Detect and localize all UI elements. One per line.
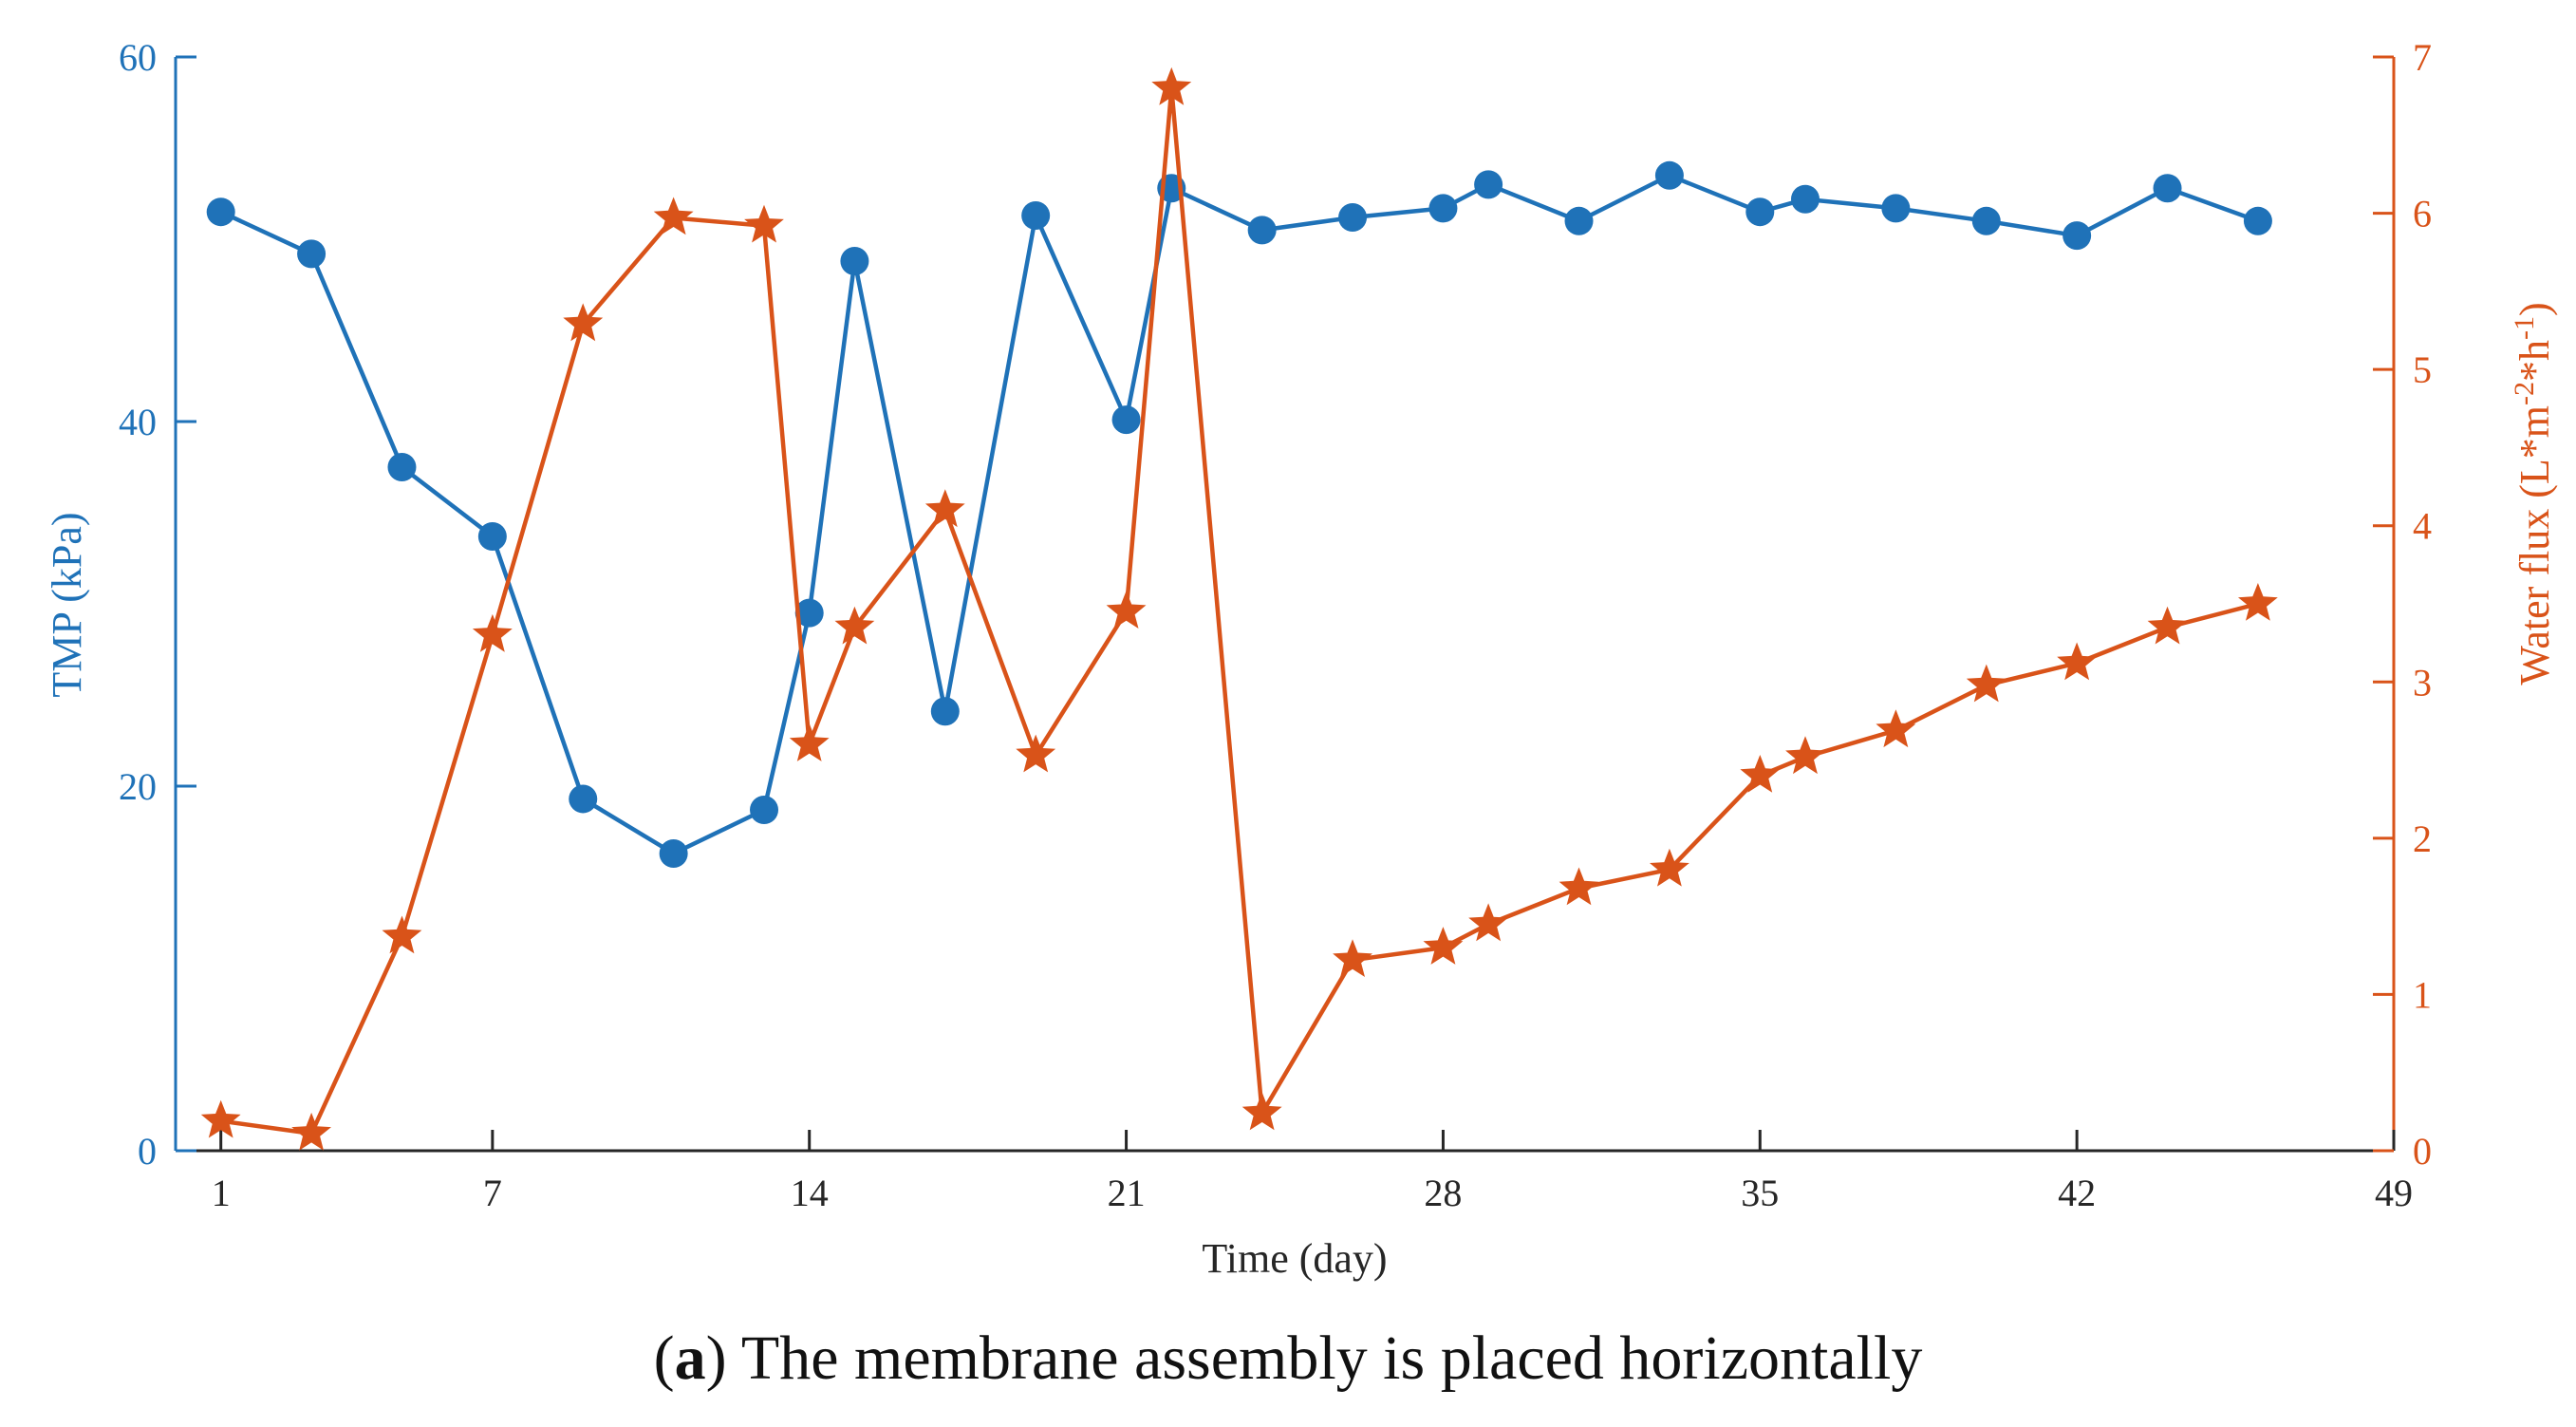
water-flux-point [744,204,784,243]
figure-caption: (a) The membrane assembly is placed hori… [654,1324,1923,1393]
y-right-tick-label: 4 [2413,505,2432,548]
y-right-tick-label: 5 [2413,348,2432,391]
tmp-point [840,247,869,276]
tmp-point [1474,170,1503,199]
tmp-point [387,453,417,481]
water-flux-point [1650,848,1689,887]
water-flux-point [382,915,422,954]
y-right-ticks: 0 1 2 3 4 5 6 7 [2373,36,2432,1173]
y-right-tick-label: 0 [2413,1130,2432,1173]
tmp-point [1971,206,2001,235]
tmp-point [2153,174,2182,203]
tmp-point [1338,202,1368,232]
y-right-title-sup2: -1 [2509,316,2540,340]
water-flux-point [1106,591,1147,629]
tmp-point [569,784,598,814]
water-flux-point [2238,583,2278,621]
tmp-point [1654,160,1684,190]
caption-bold: a [675,1324,706,1393]
x-tick-label: 7 [483,1172,502,1214]
series-line [219,173,2259,856]
series-line [220,85,2259,1136]
tmp-point [930,697,960,726]
y-right-title-main: Water flux (L*m [2511,405,2558,685]
tmp-point [206,197,235,227]
water-flux-point [789,723,830,761]
x-tick-label: 35 [1741,1172,1779,1214]
water-flux-point [1559,867,1599,906]
y-right-title-mid: *h [2511,340,2558,382]
tmp-point [1564,206,1594,235]
y-left-ticks: 0 20 40 60 [119,36,196,1173]
x-tick-label: 49 [2375,1172,2413,1214]
water-flux-point [653,197,694,235]
x-tick-label: 14 [791,1172,829,1214]
water-flux-series [200,66,2278,1151]
x-tick-label: 42 [2058,1172,2096,1214]
water-flux-point [834,606,875,645]
tmp-point [1021,201,1051,231]
water-flux-point [563,303,604,342]
tmp-point [477,521,507,551]
water-flux-point [1151,66,1192,105]
water-flux-point [1785,736,1825,775]
water-flux-point [1876,709,1916,748]
series-layer [200,66,2278,1151]
tmp-point [297,239,327,269]
y-right-axis-title: Water flux (L*m-2*h-1) [2509,302,2558,685]
x-ticks: 1 7 14 21 28 35 42 49 [212,1130,2413,1214]
y-right-tick-label: 6 [2413,193,2432,235]
y-left-tick-label: 60 [119,36,157,79]
water-flux-point [1016,734,1056,773]
water-flux-point [291,1112,331,1151]
water-flux-point [1333,939,1372,977]
plot-area: 1 7 14 21 28 35 42 49 0 20 40 60 0 1 2 3 4 5 6 7 [119,36,2432,1214]
tmp-point [794,598,824,628]
x-tick-label: 28 [1424,1172,1462,1214]
water-flux-point [472,613,513,652]
y-right-tick-label: 1 [2413,973,2432,1016]
tmp-series [206,160,2272,869]
caption-prefix: ( [654,1324,675,1393]
y-right-title-sup1: -2 [2509,382,2540,405]
water-flux-point [2057,642,2098,681]
tmp-point [1428,194,1458,223]
water-flux-point [1468,903,1508,942]
water-flux-point [200,1099,241,1138]
tmp-point [659,839,688,869]
y-right-tick-label: 2 [2413,817,2432,860]
tmp-point [1111,405,1141,435]
water-flux-point [1241,1092,1282,1131]
y-left-axis-title: TMP (kPa) [44,512,90,697]
tmp-point [1745,197,1775,227]
water-flux-point [1966,664,2007,703]
water-flux-point [924,489,965,528]
y-left-tick-label: 20 [119,765,157,808]
water-flux-point [1740,755,1781,793]
water-flux-point [1423,927,1464,965]
caption-rest: ) The membrane assembly is placed horizo… [706,1324,1923,1393]
y-left-tick-label: 40 [119,401,157,443]
y-left-tick-label: 0 [138,1130,157,1173]
tmp-point [1790,184,1820,214]
y-right-tick-label: 3 [2413,661,2432,704]
x-tick-label: 1 [212,1172,231,1214]
y-right-title-end: ) [2511,302,2558,316]
tmp-point [2063,221,2092,251]
tmp-point [1881,194,1911,223]
tmp-point [1247,216,1277,245]
water-flux-point [2147,606,2188,645]
y-right-tick-label: 7 [2413,36,2432,79]
tmp-point [750,795,779,824]
x-axis-title: Time (day) [1202,1235,1387,1282]
tmp-point [2243,206,2272,235]
x-tick-label: 21 [1108,1172,1146,1214]
